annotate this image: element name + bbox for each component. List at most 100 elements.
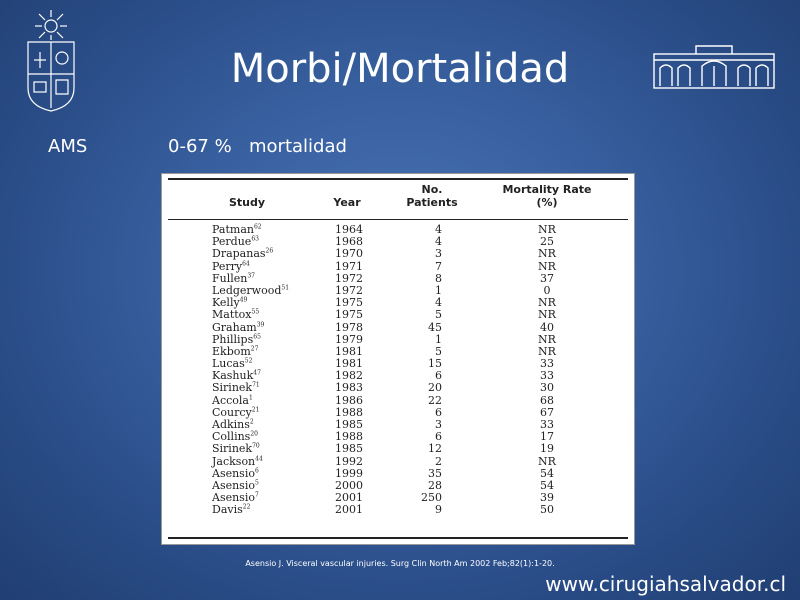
table-row: Ledgerwood51 1972 1 0 bbox=[162, 283, 634, 297]
table-header-rule bbox=[168, 219, 628, 220]
cell-study-name: Ekbom bbox=[212, 344, 251, 358]
cell-study-ref: 22 bbox=[242, 503, 251, 511]
cell-mortality-rate: 19 bbox=[540, 442, 554, 456]
cell-patients: 5 bbox=[435, 344, 442, 358]
table-row: Adkins2 1985 3 33 bbox=[162, 419, 634, 431]
cell-study-name: Graham bbox=[212, 320, 257, 334]
cell-study-name: Kashuk bbox=[212, 369, 254, 383]
cell-patients: 1 bbox=[435, 283, 442, 297]
table-bottom-rule bbox=[168, 537, 628, 539]
cell-study-ref: 6 bbox=[254, 467, 259, 475]
cell-study-ref: 55 bbox=[251, 308, 260, 316]
cell-year: 1982 bbox=[335, 369, 363, 383]
header-patients-line2: Patients bbox=[406, 196, 458, 209]
subtitle-range: 0-67 % bbox=[168, 136, 232, 157]
cell-mortality-rate: NR bbox=[538, 247, 556, 261]
cell-mortality-rate: NR bbox=[538, 259, 556, 273]
cell-study-ref: 7 bbox=[254, 491, 259, 499]
cell-study-ref: 65 bbox=[253, 333, 261, 341]
cell-study: Graham39 bbox=[212, 320, 264, 334]
cell-year: 1999 bbox=[335, 466, 363, 480]
cell-study: Accola1 bbox=[212, 393, 253, 407]
cell-study: Courcy21 bbox=[212, 405, 259, 419]
cell-study: Davis22 bbox=[212, 504, 250, 516]
cell-year: 1979 bbox=[335, 332, 363, 346]
cell-study-ref: 62 bbox=[253, 223, 262, 231]
table-row: Asensio6 1999 35 54 bbox=[162, 466, 634, 480]
cell-patients: 15 bbox=[428, 357, 442, 371]
table-row: Phillips65 1979 1 NR bbox=[162, 332, 634, 346]
cell-study-ref: 51 bbox=[281, 284, 290, 292]
cell-study: Kelly49 bbox=[212, 297, 247, 309]
cell-mortality-rate: 33 bbox=[540, 357, 554, 371]
cell-mortality-rate: 50 bbox=[540, 503, 554, 517]
cell-mortality-rate: 67 bbox=[540, 405, 554, 419]
cell-study-name: Collins bbox=[212, 430, 251, 444]
cell-study-name: Lucas bbox=[212, 357, 245, 371]
cell-study-name: Accola bbox=[212, 393, 249, 407]
cell-mortality-rate: NR bbox=[538, 454, 556, 468]
table-top-rule bbox=[168, 178, 628, 180]
cell-year: 1971 bbox=[335, 259, 363, 273]
cell-patients: 35 bbox=[428, 466, 442, 480]
cell-study-ref: 37 bbox=[247, 272, 255, 280]
cell-study: Adkins2 bbox=[212, 419, 254, 431]
cell-study-name: Courcy bbox=[212, 405, 252, 419]
cell-mortality-rate: NR bbox=[538, 332, 556, 346]
cell-study-name: Drapanas bbox=[212, 247, 266, 261]
cell-mortality-rate: NR bbox=[538, 296, 556, 310]
cell-year: 1985 bbox=[335, 418, 363, 431]
cell-patients: 4 bbox=[435, 223, 442, 236]
cell-mortality-rate: NR bbox=[538, 223, 556, 236]
cell-study-ref: 26 bbox=[265, 247, 274, 255]
table-row: Sirinek71 1983 20 30 bbox=[162, 382, 634, 394]
cell-study: Ekbom27 bbox=[212, 344, 258, 358]
cell-study-name: Sirinek bbox=[212, 381, 253, 395]
cell-study: Asensio7 bbox=[212, 492, 259, 504]
cell-study-ref: 20 bbox=[250, 430, 258, 438]
cell-study: Fullen37 bbox=[212, 272, 255, 285]
cell-mortality-rate: 25 bbox=[540, 235, 554, 249]
cell-mortality-rate: 54 bbox=[540, 466, 554, 480]
cell-study-name: Patman bbox=[212, 223, 254, 236]
cell-study: Sirinek71 bbox=[212, 382, 260, 394]
cell-year: 1972 bbox=[335, 283, 363, 297]
cell-study-ref: 2 bbox=[249, 418, 254, 426]
cell-patients: 2 bbox=[435, 454, 442, 468]
cell-study-name: Kelly bbox=[212, 296, 240, 310]
table-row: Fullen37 1972 8 37 bbox=[162, 271, 634, 285]
cell-mortality-rate: 39 bbox=[540, 491, 554, 505]
table-row: Graham39 1978 45 40 bbox=[162, 320, 634, 334]
table-body: Patman62 1964 4 NR Perdue63 1968 4 25 Drapanas26… bbox=[162, 224, 634, 517]
university-crest-icon bbox=[20, 8, 82, 113]
cell-patients: 250 bbox=[421, 491, 442, 505]
cell-study-ref: 63 bbox=[251, 235, 259, 243]
cell-year: 1970 bbox=[335, 247, 363, 261]
cell-mortality-rate: 17 bbox=[540, 430, 554, 444]
cell-study: Asensio5 bbox=[212, 479, 259, 492]
cell-study-ref: 71 bbox=[252, 381, 260, 389]
cell-patients: 45 bbox=[428, 320, 442, 334]
cell-study-name: Asensio bbox=[212, 491, 255, 505]
hospital-building-icon bbox=[652, 40, 776, 90]
cell-year: 1992 bbox=[335, 454, 363, 468]
header-year: Year bbox=[333, 196, 361, 209]
header-patients-line1: No. bbox=[421, 183, 443, 196]
cell-mortality-rate: 30 bbox=[540, 381, 554, 395]
cell-patients: 9 bbox=[435, 503, 442, 517]
cell-patients: 12 bbox=[428, 442, 442, 456]
cell-study-name: Adkins bbox=[212, 418, 250, 431]
table-row: Davis22 2001 9 50 bbox=[162, 504, 634, 516]
cell-patients: 7 bbox=[435, 259, 442, 273]
mortality-table: Study Year No. Patients Mortality Rate (… bbox=[161, 173, 635, 545]
header-patients: No. Patients bbox=[382, 183, 482, 209]
table-row: Courcy21 1988 6 67 bbox=[162, 405, 634, 419]
cell-year: 1981 bbox=[335, 344, 363, 358]
table-row: Ekbom27 1981 5 NR bbox=[162, 344, 634, 358]
header-rate-line2: (%) bbox=[536, 196, 558, 209]
cell-study-ref: 1 bbox=[248, 393, 253, 401]
cell-patients: 6 bbox=[435, 430, 442, 444]
cell-mortality-rate: 37 bbox=[540, 271, 554, 285]
cell-patients: 6 bbox=[435, 405, 442, 419]
cell-year: 1988 bbox=[335, 430, 363, 444]
